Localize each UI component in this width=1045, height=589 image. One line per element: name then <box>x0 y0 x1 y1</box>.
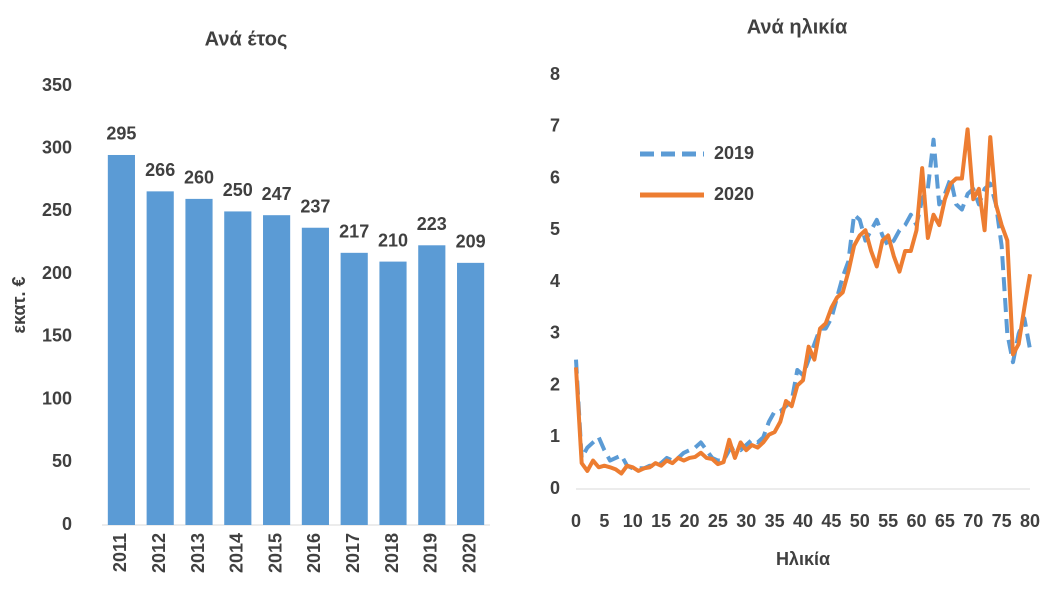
bar <box>263 215 291 526</box>
data-label: 250 <box>223 180 253 200</box>
bar <box>379 261 407 525</box>
line-series <box>574 127 1032 476</box>
x-tick-label: 10 <box>623 511 643 531</box>
x-tick-label: 2019 <box>421 533 441 573</box>
y-tick-label: 350 <box>42 75 72 95</box>
data-label: 209 <box>456 232 486 252</box>
x-tick-label: 55 <box>878 511 898 531</box>
y-tick-label: 7 <box>550 116 560 136</box>
x-tick-label: 2016 <box>304 533 324 573</box>
y-tick-label: 4 <box>550 271 560 291</box>
x-tick-label: 40 <box>793 511 813 531</box>
x-tick-label: 65 <box>935 511 955 531</box>
chart-title: Ανά ηλικία <box>747 16 848 38</box>
x-tick-label: 2012 <box>149 533 169 573</box>
data-label: 237 <box>300 196 330 216</box>
y-tick-label: 50 <box>52 451 72 471</box>
bar <box>301 227 329 525</box>
x-axis-label: Ηλικία <box>776 549 830 569</box>
bar <box>107 154 135 525</box>
x-tick-label: 0 <box>571 511 581 531</box>
x-tick-label: 2020 <box>459 533 479 573</box>
y-tick-label: 0 <box>62 514 72 534</box>
line-series <box>574 137 1032 471</box>
chart-title: Ανά έτος <box>205 28 288 50</box>
bar <box>224 211 252 525</box>
x-tick-label: 5 <box>599 511 609 531</box>
y-tick-label: 1 <box>550 426 560 446</box>
x-tick-label: 15 <box>651 511 671 531</box>
y-tick-label: 150 <box>42 326 72 346</box>
y-tick-label: 3 <box>550 323 560 343</box>
x-tick-label: 20 <box>679 511 699 531</box>
x-tick-label: 25 <box>708 511 728 531</box>
data-label: 266 <box>145 160 175 180</box>
data-label: 217 <box>339 222 369 242</box>
y-tick-label: 250 <box>42 200 72 220</box>
y-axis-label: εκατ. € <box>9 276 29 333</box>
bar <box>185 198 213 525</box>
data-label: 260 <box>184 168 214 188</box>
x-tick-label: 70 <box>963 511 983 531</box>
data-label: 210 <box>378 230 408 250</box>
x-tick-label: 60 <box>906 511 926 531</box>
x-tick-label: 35 <box>765 511 785 531</box>
legend-label: 2020 <box>714 184 754 204</box>
y-tick-label: 100 <box>42 388 72 408</box>
y-tick-label: 300 <box>42 137 72 157</box>
data-label: 295 <box>106 124 136 144</box>
y-tick-label: 0 <box>550 478 560 498</box>
y-tick-label: 5 <box>550 219 560 239</box>
x-tick-label: 80 <box>1020 511 1040 531</box>
y-tick-label: 6 <box>550 167 560 187</box>
y-tick-label: 8 <box>550 64 560 84</box>
x-tick-label: 45 <box>821 511 841 531</box>
x-tick-label: 2014 <box>227 533 247 573</box>
y-tick-label: 2 <box>550 374 560 394</box>
bar <box>146 191 174 526</box>
x-tick-label: 2018 <box>382 533 402 573</box>
x-tick-label: 2017 <box>343 533 363 573</box>
y-tick-label: 200 <box>42 263 72 283</box>
x-tick-label: 2015 <box>265 533 285 573</box>
x-tick-label: 2013 <box>188 533 208 573</box>
legend-label: 2019 <box>714 143 754 163</box>
x-tick-label: 30 <box>736 511 756 531</box>
bar <box>457 262 485 525</box>
x-tick-label: 75 <box>992 511 1012 531</box>
bar <box>418 245 446 525</box>
x-tick-label: 50 <box>850 511 870 531</box>
data-label: 247 <box>262 184 292 204</box>
bar <box>340 252 368 525</box>
data-label: 223 <box>417 214 447 234</box>
x-tick-label: 2011 <box>110 533 130 572</box>
